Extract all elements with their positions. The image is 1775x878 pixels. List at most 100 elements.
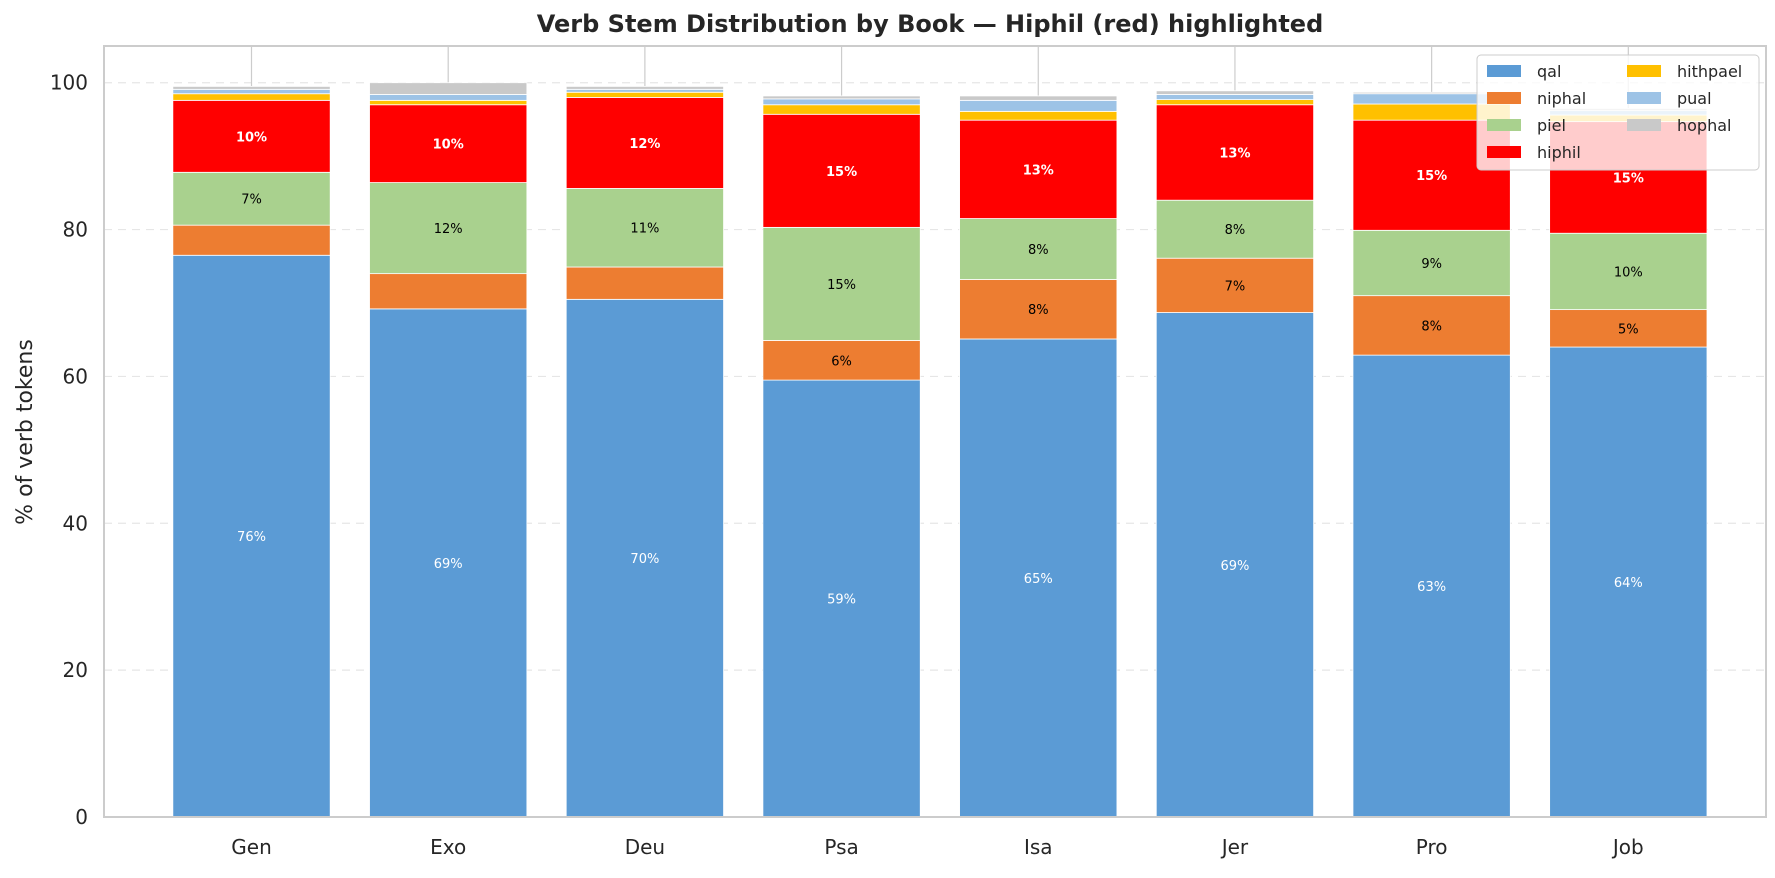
bar-segment-niphal [959, 279, 1118, 340]
legend-box [1476, 54, 1760, 171]
x-tick-label: Psa [824, 835, 858, 859]
legend: qal niphal piel hiphil hithpael pual hophal [1476, 54, 1760, 171]
bar-segment-qal [1155, 312, 1315, 818]
y-tick-label: 40 [63, 511, 88, 535]
bar-segment-qal [1352, 354, 1511, 818]
bar-segment-piel [959, 218, 1118, 280]
bar-segment-niphal [1352, 295, 1511, 356]
data-label-qal: 63% [1417, 580, 1446, 595]
bar-segment-hophal [959, 95, 1118, 101]
bar-segment-piel [369, 182, 528, 275]
data-label-qal: 69% [1220, 559, 1249, 574]
bar-segment-pual [172, 88, 331, 95]
y-tick-label: 80 [63, 218, 88, 242]
bar-segment-hiphil [565, 97, 724, 189]
data-label-hiphil: 13% [1023, 163, 1054, 178]
bar-segment-piel [1549, 232, 1708, 311]
data-label-hiphil: 10% [433, 138, 464, 153]
data-label-piel: 8% [1225, 223, 1246, 238]
bar-segment-qal [1549, 346, 1708, 818]
legend-label-pual: pual [1677, 89, 1712, 108]
bar-segment-pual [565, 88, 724, 93]
data-label-piel: 8% [1028, 243, 1049, 258]
legend-label-qal: qal [1537, 62, 1561, 81]
data-label-piel: 15% [827, 278, 856, 293]
bar-segment-pual [959, 99, 1118, 112]
y-tick-label: 100 [50, 71, 88, 95]
data-label-piel: 7% [241, 193, 262, 208]
data-labels: 76% 7% 10% 69% 12% 10% 70% 11% 12% 59% 6% 15% 15% 65%… [236, 130, 1644, 607]
bar-segment-qal [565, 298, 724, 818]
data-label-niphal: 6% [831, 354, 852, 369]
bar-segment-qal [959, 338, 1118, 818]
legend-swatch-hiphil [1487, 146, 1521, 158]
data-label-hiphil: 10% [236, 130, 267, 145]
bar-segment-hophal [565, 85, 724, 90]
bar-segment-niphal [762, 340, 921, 381]
legend-label-hithpael: hithpael [1677, 62, 1742, 81]
y-tick-label: 60 [63, 364, 88, 388]
x-tick-label: Gen [231, 835, 271, 859]
bar-segment-piel [762, 226, 921, 341]
bar-segment-pual [1155, 94, 1315, 101]
data-label-hiphil: 15% [1613, 171, 1644, 186]
y-axis-label: % of verb tokens [13, 339, 38, 525]
x-tick-label: Exo [430, 835, 466, 859]
x-tick-label: Jer [1220, 835, 1249, 859]
bar-segment-hithpael [369, 99, 528, 106]
y-tick-label: 0 [75, 805, 88, 829]
data-label-niphal: 8% [1028, 303, 1049, 318]
bar-segment-hiphil [172, 99, 331, 173]
data-label-hiphil: 15% [826, 165, 857, 180]
data-label-niphal: 5% [1618, 322, 1639, 337]
legend-label-hophal: hophal [1677, 116, 1731, 135]
bar-segment-hithpael [762, 104, 921, 115]
legend-swatch-hithpael [1627, 65, 1661, 77]
bar-segment-hiphil [1155, 104, 1315, 201]
legend-label-niphal: niphal [1537, 89, 1586, 108]
legend-swatch-qal [1487, 65, 1521, 77]
data-label-piel: 11% [630, 222, 659, 237]
legend-label-hiphil: hiphil [1537, 143, 1581, 162]
data-label-hiphil: 15% [1416, 169, 1447, 184]
bar-segment-hithpael [959, 110, 1118, 121]
bar-segment-hithpael [1155, 99, 1315, 106]
legend-label-piel: piel [1537, 116, 1566, 135]
y-tick-label: 20 [63, 658, 88, 682]
bar-segment-niphal [565, 266, 724, 300]
bar-segment-qal [172, 254, 331, 818]
data-label-qal: 76% [237, 530, 266, 545]
bar-segment-niphal [172, 224, 331, 256]
data-label-hiphil: 12% [629, 137, 660, 152]
legend-swatch-piel [1487, 119, 1521, 131]
data-label-niphal: 8% [1421, 319, 1442, 334]
bar-segment-niphal [369, 273, 528, 310]
data-label-qal: 65% [1024, 572, 1053, 587]
bar-segment-hithpael [172, 93, 331, 101]
bar-segment-pual [762, 98, 921, 106]
x-tick-label: Isa [1024, 835, 1053, 859]
data-label-niphal: 7% [1225, 279, 1246, 294]
bar-segment-piel [1155, 199, 1315, 259]
chart-title: Verb Stem Distribution by Book — Hiphil … [537, 10, 1324, 38]
legend-swatch-pual [1627, 92, 1661, 104]
bar-segment-hithpael [565, 91, 724, 98]
bar-segment-piel [172, 171, 331, 226]
bar-segment-piel [1352, 229, 1511, 297]
bar-segment-hophal [1155, 90, 1315, 95]
data-label-piel: 10% [1614, 265, 1643, 280]
legend-swatch-hophal [1627, 119, 1661, 131]
x-tick-label: Pro [1416, 835, 1448, 859]
bar-segment-hophal [172, 85, 331, 90]
axes: 0 20 40 60 80 100 Gen Exo Deu Psa Isa Jer Pro Job [50, 45, 1767, 859]
data-label-qal: 59% [827, 593, 856, 608]
data-label-qal: 69% [434, 557, 463, 572]
plot-frame [103, 45, 1767, 818]
bar-segment-hiphil [369, 104, 528, 183]
bar-segment-hophal [369, 82, 528, 95]
data-label-qal: 64% [1614, 576, 1643, 591]
data-label-hiphil: 13% [1219, 146, 1250, 161]
data-label-piel: 12% [434, 222, 463, 237]
